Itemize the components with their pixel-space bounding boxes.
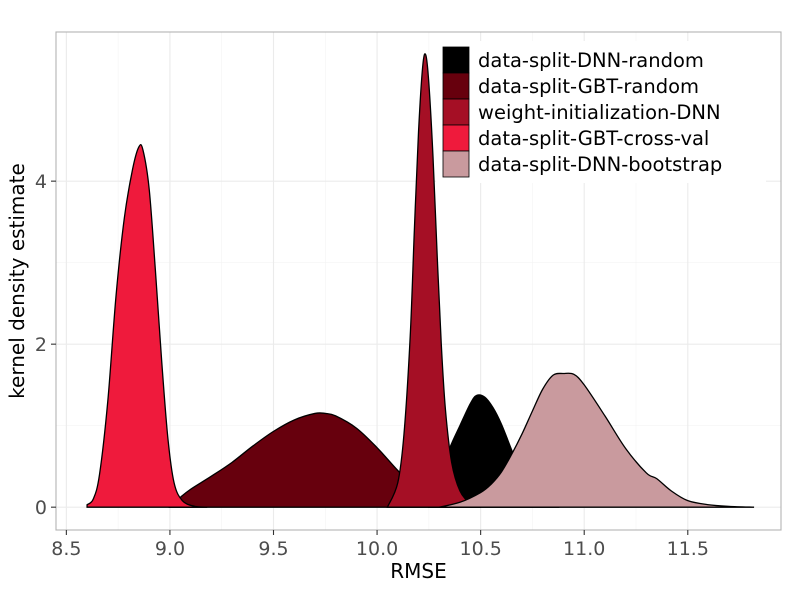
density-areas (86, 53, 755, 508)
x-tick-label: 11.5 (667, 538, 709, 560)
x-tick-label: 11.0 (563, 538, 605, 560)
legend-label: data-split-DNN-bootstrap (478, 153, 722, 176)
x-axis-title: RMSE (390, 559, 446, 583)
y-tick-label: 4 (35, 171, 47, 193)
density-area-data-split-DNN-bootstrap (439, 372, 755, 508)
legend: data-split-DNN-random data-split-GBT-rand… (436, 41, 766, 183)
x-axis-ticks: 8.5 9.0 9.5 10.0 10.5 11.0 11.5 (51, 530, 709, 560)
x-tick-label: 9.0 (155, 538, 185, 560)
legend-key (442, 46, 470, 74)
x-tick-label: 10.5 (459, 538, 501, 560)
legend-label: data-split-GBT-cross-val (478, 127, 709, 150)
y-tick-label: 0 (35, 497, 47, 519)
x-tick-label: 9.5 (258, 538, 288, 560)
density-area-data-split-GBT-cross-val (86, 144, 208, 508)
legend-label: data-split-DNN-random (478, 49, 704, 72)
legend-key (442, 98, 470, 126)
legend-label: weight-initialization-DNN (478, 101, 721, 124)
y-tick-label: 2 (35, 334, 47, 356)
legend-key (442, 72, 470, 100)
x-tick-label: 10.0 (356, 538, 398, 560)
legend-key (442, 124, 470, 152)
legend-label: data-split-GBT-random (478, 75, 699, 98)
y-axis-ticks: 0 2 4 (35, 171, 56, 519)
panel-border (55, 31, 782, 531)
legend-key (442, 150, 470, 178)
x-tick-label: 8.5 (51, 538, 81, 560)
y-axis-title: kernel density estimate (5, 163, 29, 399)
legend-background (436, 41, 766, 183)
density-area-weight-initialization-DNN (386, 53, 481, 508)
